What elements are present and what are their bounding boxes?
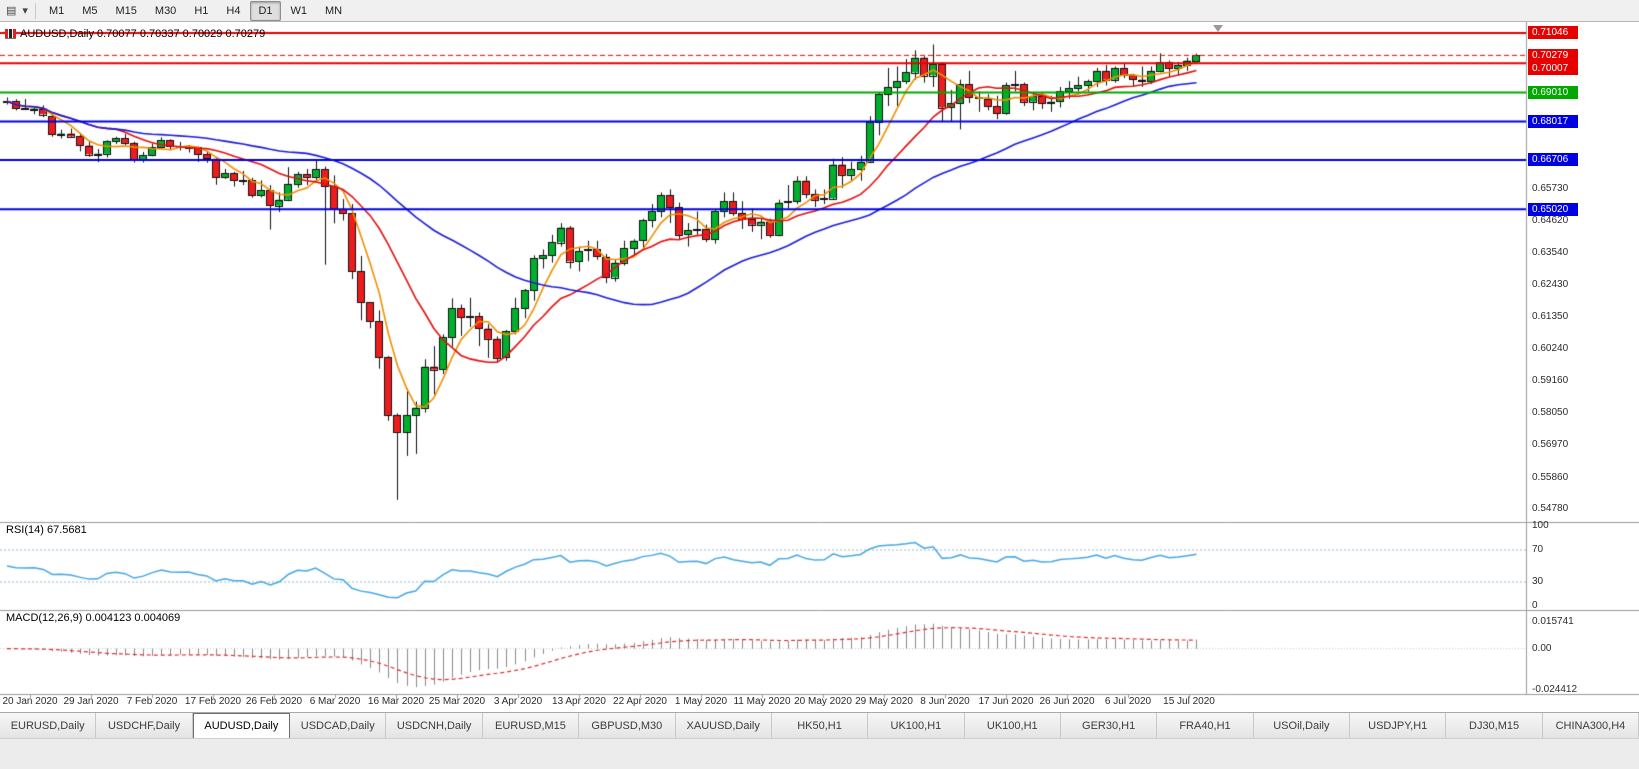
- chart-shift-marker[interactable]: [1213, 25, 1223, 32]
- date-axis-label: 3 Apr 2020: [493, 696, 543, 707]
- date-axis-label: 17 Feb 2020: [184, 696, 242, 707]
- timeframe-button-h1[interactable]: H1: [194, 4, 209, 17]
- chart-canvas[interactable]: [0, 22, 1639, 712]
- price-scale-label: 0.65730: [1532, 182, 1569, 194]
- date-axis-label: 15 Jul 2020: [1163, 696, 1215, 707]
- price-scale-label: 0.62430: [1532, 279, 1569, 291]
- date-axis-label: 6 Mar 2020: [309, 696, 361, 707]
- date-axis-label: 20 Jan 2020: [2, 696, 58, 707]
- status-strip: [0, 738, 1639, 769]
- chart-tab-uk100-h1[interactable]: UK100,H1: [964, 713, 1061, 738]
- chart-tab-eurusd-daily[interactable]: EURUSD,Daily: [0, 713, 97, 738]
- chart-tab-uk100-h1[interactable]: UK100,H1: [868, 713, 965, 738]
- price-tag: 0.70279: [1528, 48, 1578, 62]
- chart-region: AUDUSD,Daily 0.70077 0.70337 0.70029 0.7…: [0, 22, 1639, 712]
- toolbar-separator: [34, 2, 36, 19]
- chart-tab-eurusd-m15[interactable]: EURUSD,M15: [482, 713, 580, 738]
- macd-scale-label: 0.00: [1532, 642, 1552, 654]
- date-axis-label: 6 Jul 2020: [1104, 696, 1152, 707]
- price-scale-label: 0.58050: [1532, 407, 1569, 419]
- timeframe-button-group: M1 M5 M15 M30 H1 H4 D1 W1 MN: [40, 0, 351, 21]
- chart-symbol-icon: [5, 29, 16, 39]
- timeframe-button-m1[interactable]: M1: [48, 4, 65, 17]
- chart-tab-bar: EURUSD,Daily USDCHF,Daily AUDUSD,Daily USDC…: [0, 712, 1639, 738]
- rsi-scale-label: 0: [1532, 600, 1538, 611]
- price-scale-label: 0.60240: [1532, 343, 1569, 355]
- price-scale-label: 0.63540: [1532, 246, 1569, 258]
- chart-tab-xauusd-daily[interactable]: XAUUSD,Daily: [675, 713, 772, 738]
- chart-tab-hk50-h1[interactable]: HK50,H1: [771, 713, 869, 738]
- date-axis-label: 11 May 2020: [733, 696, 791, 707]
- date-axis-label: 17 Jun 2020: [978, 696, 1034, 707]
- rsi-scale-label: 30: [1532, 576, 1544, 587]
- price-scale-label: 0.54780: [1532, 503, 1569, 515]
- chart-tab-dj30-m15[interactable]: DJ30,M15: [1446, 713, 1543, 738]
- date-axis-label: 13 Apr 2020: [552, 696, 606, 707]
- chart-title-ohlc: AUDUSD,Daily 0.70077 0.70337 0.70029 0.7…: [20, 28, 266, 40]
- date-axis-label: 26 Feb 2020: [245, 696, 303, 707]
- timeframe-button-m15[interactable]: M15: [115, 4, 137, 17]
- macd-scale-label: 0.015741: [1532, 616, 1574, 627]
- chart-tab-china300-h4[interactable]: CHINA300,H4: [1542, 713, 1639, 738]
- chart-tab-gbpusd-m30[interactable]: GBPUSD,M30: [579, 713, 676, 738]
- price-scale-label: 0.64620: [1532, 215, 1569, 227]
- price-tag: 0.65020: [1528, 202, 1578, 216]
- chart-tab-usdjpy-h1[interactable]: USDJPY,H1: [1350, 713, 1447, 738]
- price-scale-label: 0.61350: [1532, 310, 1569, 322]
- price-scale-label: 0.55860: [1532, 471, 1569, 483]
- macd-scale-label: -0.024412: [1532, 684, 1578, 695]
- top-toolbar: ▤ ▾ M1 M5 M15 M30 H1 H4 D1 W1 MN: [0, 0, 1639, 22]
- rsi-scale-label: 70: [1532, 544, 1544, 555]
- macd-indicator-label: MACD(12,26,9) 0.004123 0.004069: [6, 612, 181, 624]
- price-tag: 0.66706: [1528, 153, 1578, 167]
- price-tag: 0.70007: [1528, 61, 1578, 75]
- timeframe-button-d1[interactable]: D1: [250, 0, 281, 21]
- price-tag: 0.68017: [1528, 115, 1578, 129]
- chart-tab-usdcnh-daily[interactable]: USDCNH,Daily: [386, 713, 483, 738]
- date-axis-label: 8 Jun 2020: [920, 696, 970, 707]
- chart-dropdown-caret-icon[interactable]: ▾: [22, 5, 28, 17]
- timeframe-button-w1[interactable]: W1: [290, 4, 308, 17]
- chart-tab-audusd-daily[interactable]: AUDUSD,Daily: [192, 713, 291, 738]
- price-scale-label: 0.56970: [1532, 439, 1569, 451]
- chart-window-icon[interactable]: ▤: [6, 5, 17, 17]
- timeframe-button-mn[interactable]: MN: [325, 4, 343, 17]
- timeframe-button-m5[interactable]: M5: [82, 4, 98, 17]
- date-axis-label: 26 Jun 2020: [1039, 696, 1095, 707]
- price-scale-label: 0.59160: [1532, 374, 1569, 386]
- chart-tab-usdchf-daily[interactable]: USDCHF,Daily: [96, 713, 193, 738]
- timeframe-button-h4[interactable]: H4: [226, 4, 241, 17]
- rsi-indicator-label: RSI(14) 67.5681: [6, 524, 87, 536]
- date-axis-label: 22 Apr 2020: [613, 696, 667, 707]
- rsi-scale-label: 100: [1532, 520, 1549, 531]
- date-axis-label: 20 May 2020: [794, 696, 852, 707]
- date-axis-label: 16 Mar 2020: [367, 696, 425, 707]
- chart-tab-usdcad-daily[interactable]: USDCAD,Daily: [290, 713, 387, 738]
- chart-tab-fra40-h1[interactable]: FRA40,H1: [1157, 713, 1254, 738]
- timeframe-button-m30[interactable]: M30: [154, 4, 177, 17]
- date-axis-label: 7 Feb 2020: [126, 696, 178, 707]
- date-axis-label: 29 Jan 2020: [63, 696, 119, 707]
- price-tag: 0.71046: [1528, 26, 1578, 40]
- date-axis-label: 1 May 2020: [674, 696, 728, 707]
- date-axis-label: 29 May 2020: [855, 696, 913, 707]
- date-axis-label: 25 Mar 2020: [428, 696, 486, 707]
- chart-tab-usoil-daily[interactable]: USOil,Daily: [1253, 713, 1351, 738]
- price-tag: 0.69010: [1528, 86, 1578, 100]
- chart-tab-ger30-h1[interactable]: GER30,H1: [1060, 713, 1158, 738]
